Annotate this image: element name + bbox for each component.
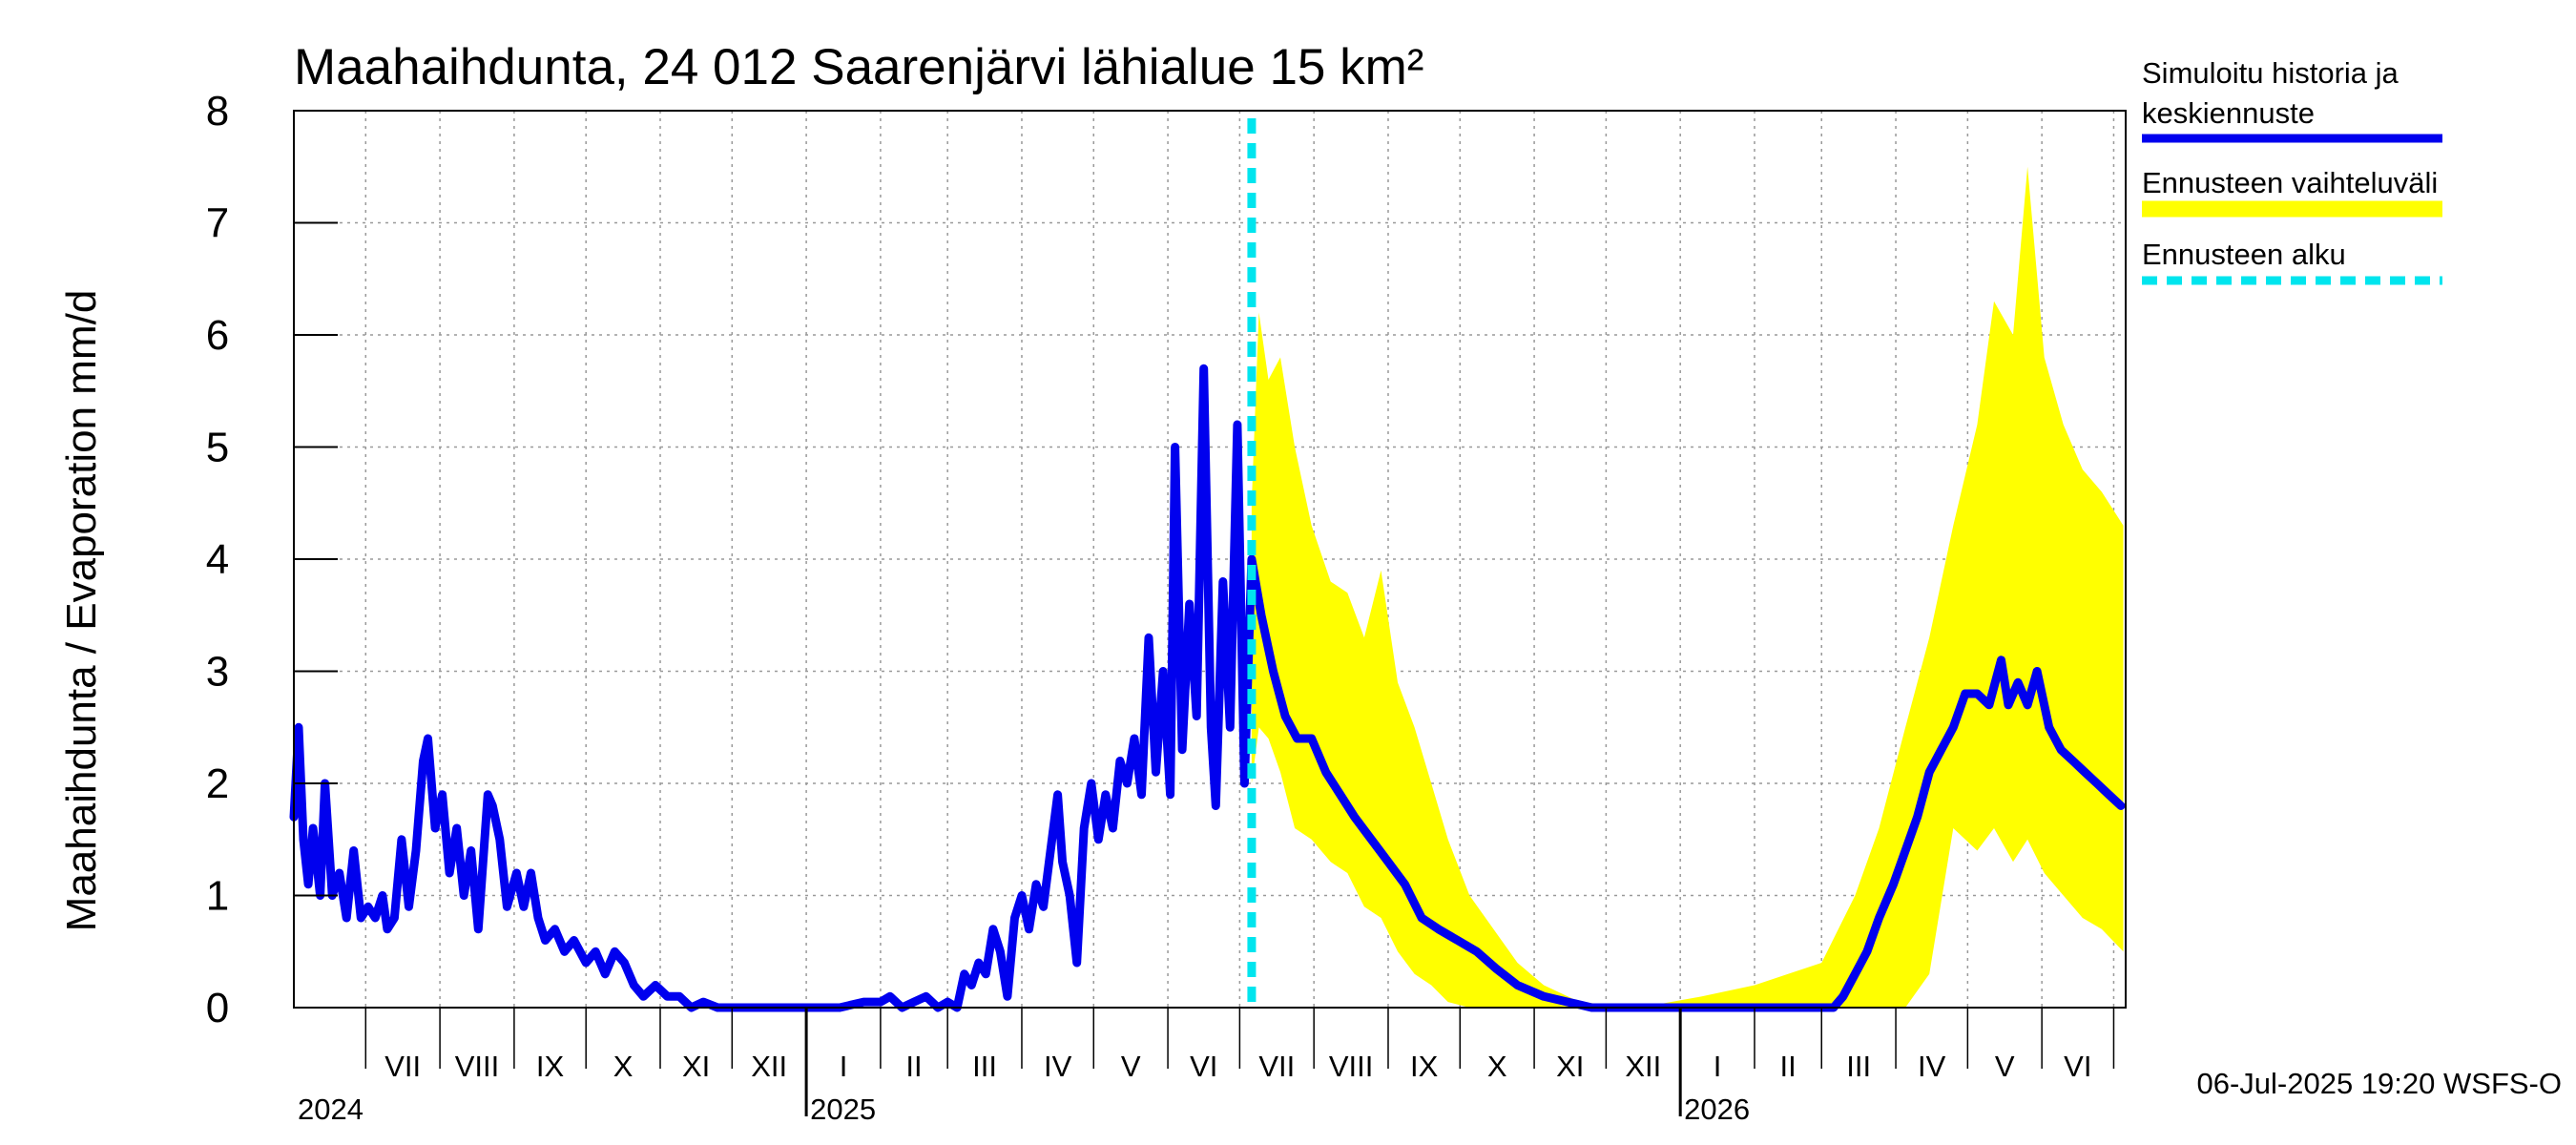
x-month-label-16: XI bbox=[1556, 1050, 1584, 1083]
x-month-label-6: I bbox=[840, 1050, 848, 1083]
x-month-label-14: IX bbox=[1410, 1050, 1439, 1083]
x-month-label-7: II bbox=[905, 1050, 922, 1083]
y-tick-label-6: 6 bbox=[206, 312, 229, 359]
x-month-label-22: V bbox=[1995, 1050, 2015, 1083]
y-tick-label-3: 3 bbox=[206, 649, 229, 696]
x-month-label-17: XII bbox=[1625, 1050, 1661, 1083]
y-axis: 0 1 2 3 4 5 6 7 8 bbox=[206, 88, 338, 1031]
y-tick-label-7: 7 bbox=[206, 200, 229, 247]
x-year-label-2024: 2024 bbox=[298, 1093, 364, 1126]
x-month-label-19: II bbox=[1780, 1050, 1797, 1083]
x-month-label-1: VIII bbox=[455, 1050, 500, 1083]
forecast-range-area bbox=[1251, 166, 2124, 1009]
x-month-label-5: XII bbox=[751, 1050, 787, 1083]
x-month-label-4: XI bbox=[682, 1050, 710, 1083]
x-axis: VII VIII IX X XI XII I II III IV V VI VII VIII IX X XI XI… bbox=[298, 1008, 2115, 1126]
x-month-label-12: VII bbox=[1258, 1050, 1295, 1083]
footer-timestamp: 06-Jul-2025 19:20 WSFS-O bbox=[2196, 1067, 2562, 1100]
legend-label-simulated-1: Simuloitu historia ja bbox=[2142, 56, 2399, 90]
x-month-label-3: X bbox=[613, 1050, 634, 1083]
y-tick-label-5: 5 bbox=[206, 425, 229, 471]
forecast-range-band bbox=[1251, 166, 2124, 1009]
y-tick-label-0: 0 bbox=[206, 985, 229, 1031]
y-tick-label-4: 4 bbox=[206, 536, 229, 583]
x-month-label-2: IX bbox=[536, 1050, 565, 1083]
y-tick-label-1: 1 bbox=[206, 873, 229, 920]
y-axis-label: Maahaihdunta / Evaporation mm/d bbox=[58, 290, 105, 932]
x-month-label-11: VI bbox=[1190, 1050, 1217, 1083]
x-month-label-0: VII bbox=[384, 1050, 421, 1083]
x-month-label-18: I bbox=[1714, 1050, 1722, 1083]
x-month-label-20: III bbox=[1846, 1050, 1871, 1083]
y-tick-label-2: 2 bbox=[206, 760, 229, 807]
legend: Simuloitu historia ja keskiennuste Ennus… bbox=[2142, 56, 2442, 285]
legend-label-range: Ennusteen vaihteluväli bbox=[2142, 166, 2438, 199]
x-month-label-13: VIII bbox=[1329, 1050, 1374, 1083]
x-month-label-21: IV bbox=[1918, 1050, 1946, 1083]
x-month-label-15: X bbox=[1487, 1050, 1507, 1083]
x-year-label-2026: 2026 bbox=[1684, 1093, 1750, 1126]
legend-label-simulated-2: keskiennuste bbox=[2142, 96, 2315, 130]
legend-label-forecast-start: Ennusteen alku bbox=[2142, 238, 2346, 271]
chart-title: Maahaihdunta, 24 012 Saarenjärvi lähialu… bbox=[294, 39, 1423, 95]
x-month-label-10: V bbox=[1121, 1050, 1141, 1083]
x-month-label-23: VI bbox=[2064, 1050, 2091, 1083]
x-month-label-9: IV bbox=[1044, 1050, 1072, 1083]
y-tick-label-8: 8 bbox=[206, 88, 229, 135]
x-month-label-8: III bbox=[972, 1050, 997, 1083]
x-year-label-2025: 2025 bbox=[810, 1093, 876, 1126]
